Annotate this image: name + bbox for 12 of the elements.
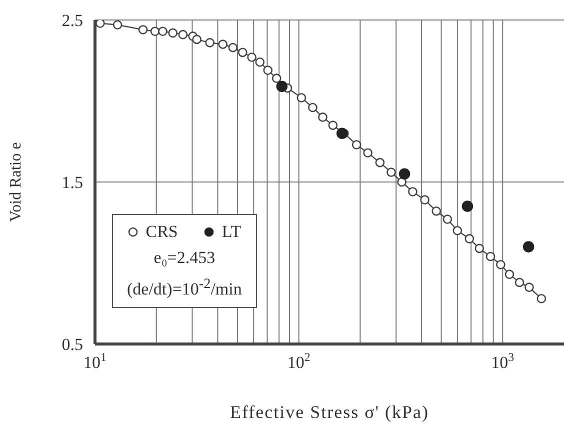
y-tick-label: 1.5: [62, 173, 83, 192]
x-tick-label: 10$^{2}$: [287, 350, 310, 372]
x-tick-label: 10$^{1}$: [84, 350, 107, 372]
annotation: e₀=2.453: [152, 247, 216, 269]
y-tick-label: 0.5: [62, 335, 83, 354]
x-axis-title: Effective Stress σ' (kPa): [230, 402, 430, 422]
y-axis-title: Void Ratio e: [8, 142, 25, 222]
legend-label: CRS: [146, 221, 178, 243]
y-tick-label: 2.5: [62, 11, 83, 30]
x-tick-label: 10$^{3}$: [491, 350, 514, 372]
legend-label: LT: [222, 221, 242, 243]
annotation: (de/dt)=10$^{-2}$/min: [127, 275, 242, 301]
